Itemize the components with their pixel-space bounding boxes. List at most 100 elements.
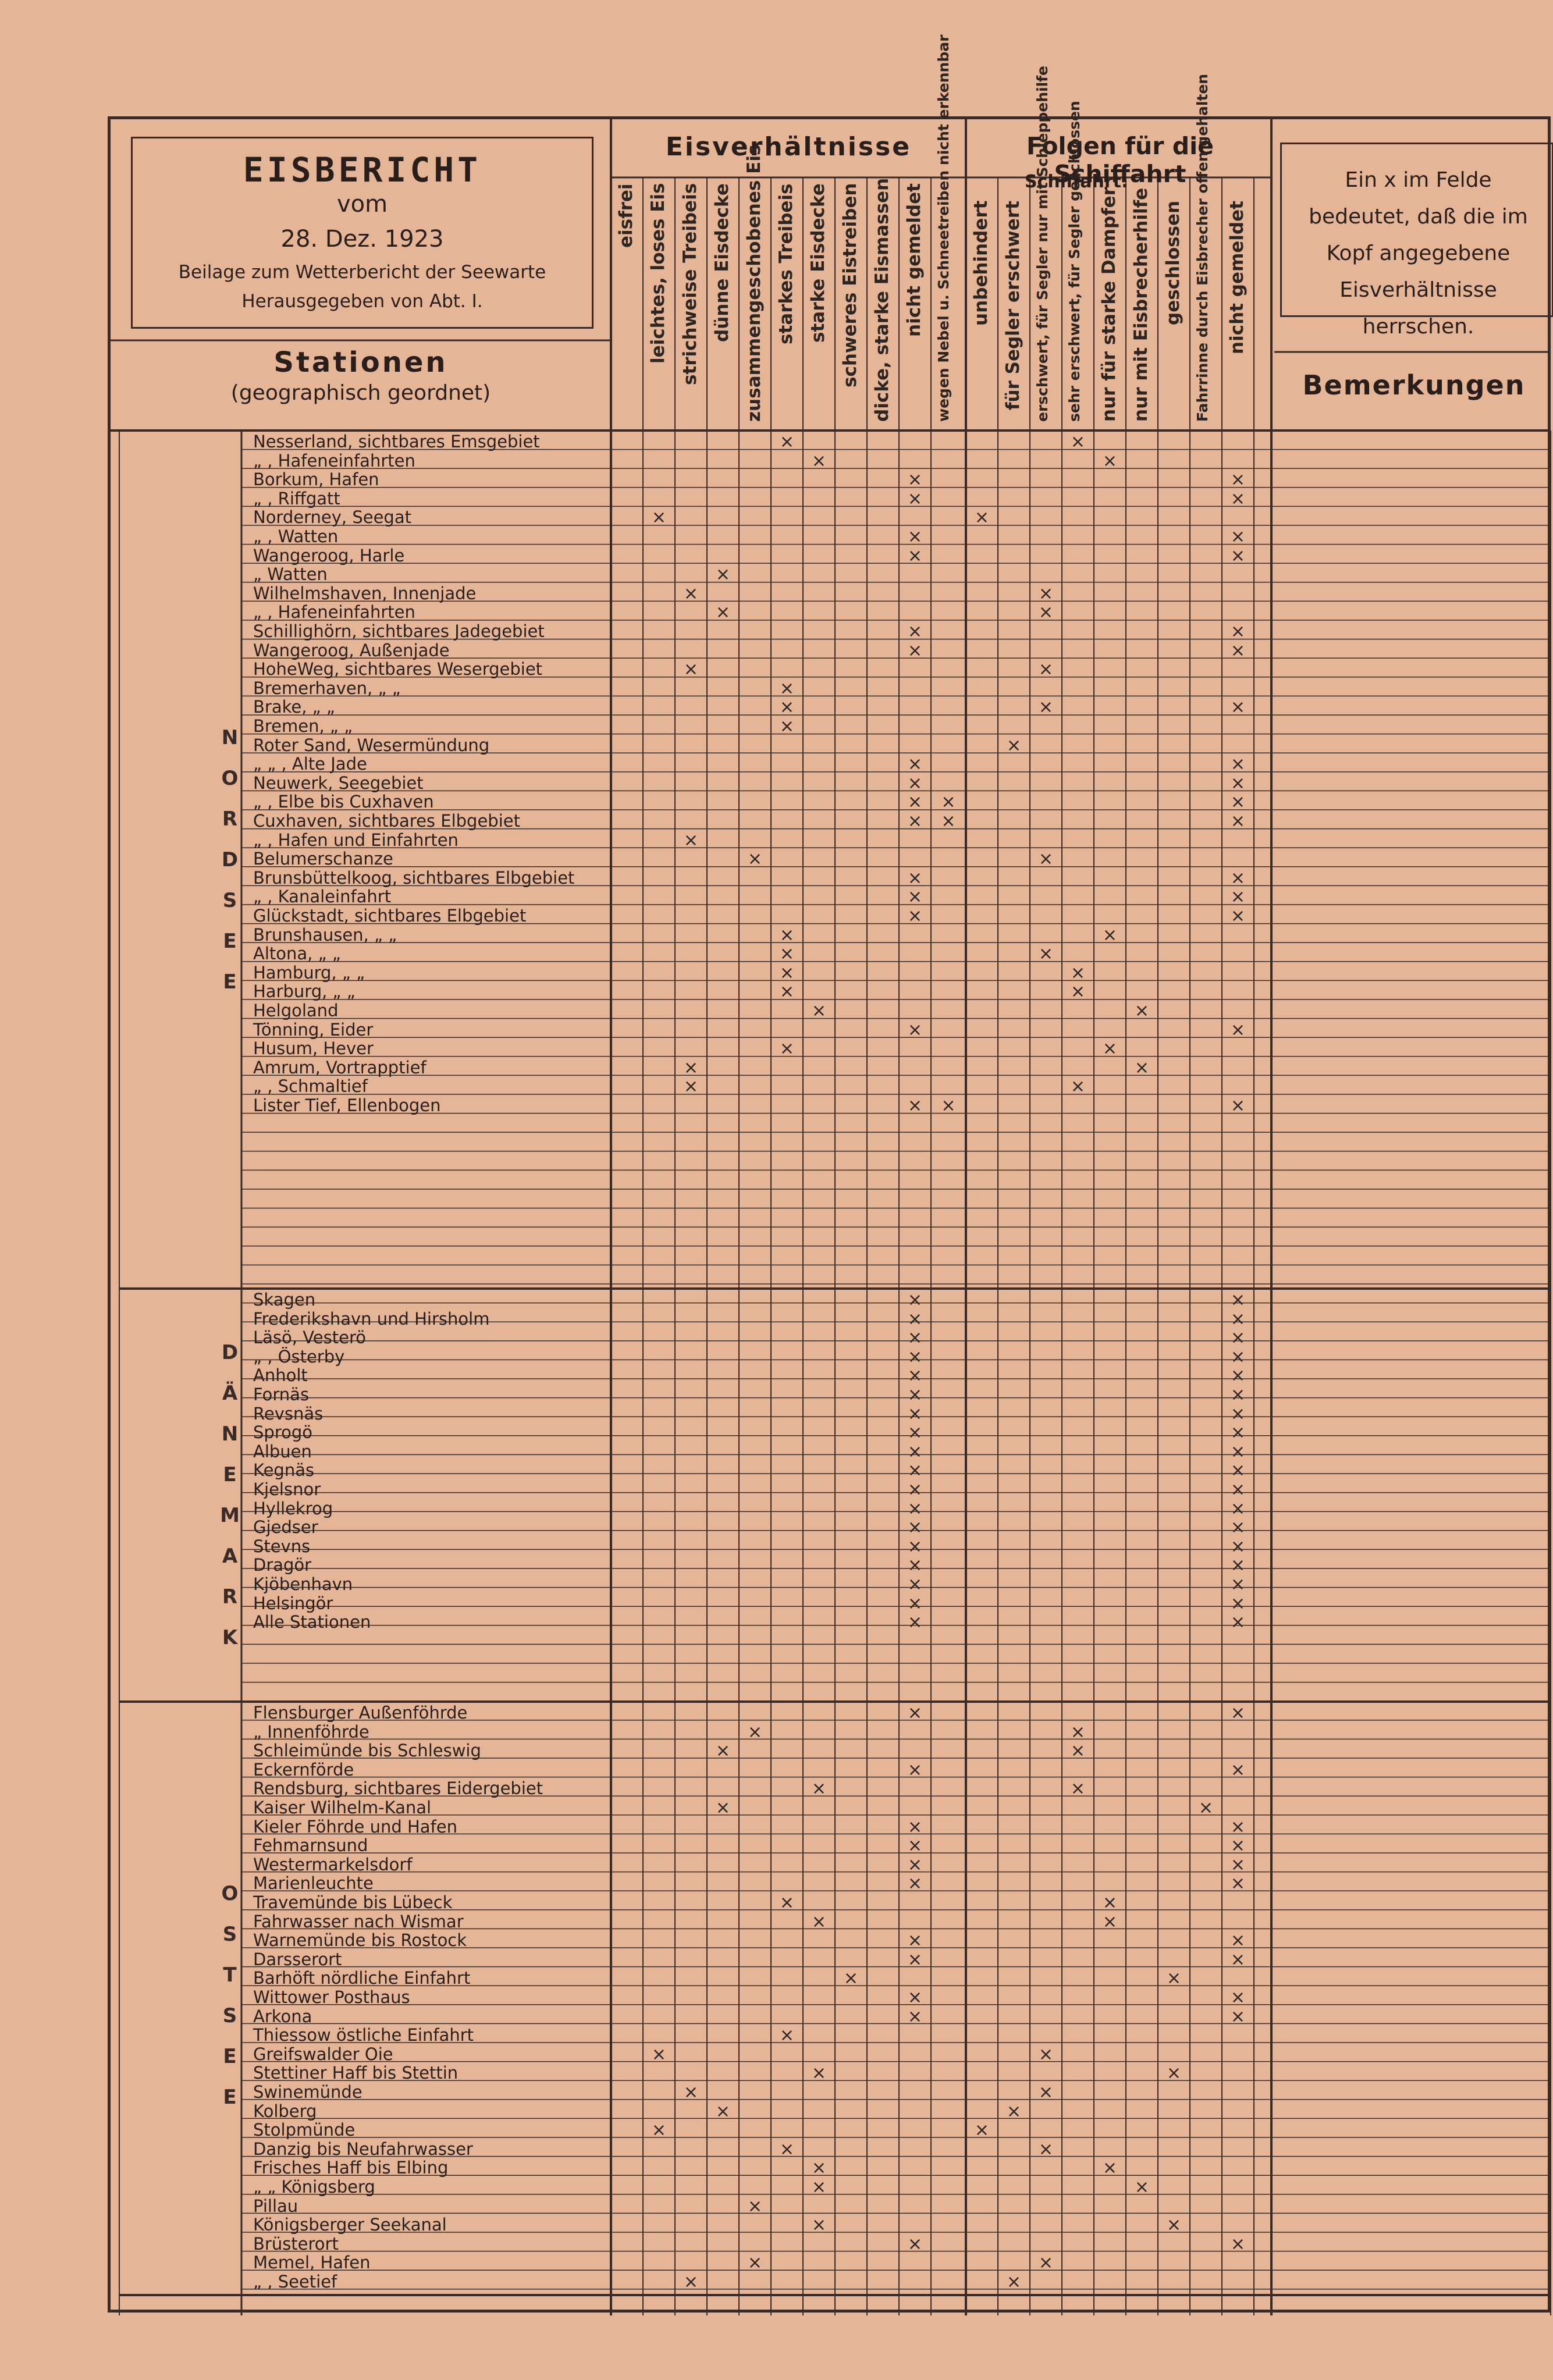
x-mark: ×	[1134, 1001, 1150, 1021]
station-name: Amrum, Vortrapptief	[253, 1057, 427, 1077]
station-name: Pillau	[253, 2196, 298, 2216]
station-name: Schillighörn, sichtbares Jadegebiet	[253, 621, 545, 641]
x-mark: ×	[1230, 2006, 1246, 2027]
x-mark: ×	[779, 924, 795, 945]
station-name: „ , Österby	[253, 1346, 345, 1367]
station-name: Borkum, Hafen	[253, 469, 379, 490]
x-mark: ×	[907, 1703, 923, 1723]
station-name: Kjöbenhavn	[253, 1574, 353, 1594]
station-name: Memel, Hafen	[253, 2253, 371, 2273]
x-mark: ×	[1230, 1536, 1246, 1557]
x-mark: ×	[1070, 1778, 1086, 1799]
x-mark: ×	[1230, 1365, 1246, 1386]
station-name: Brüsterort	[253, 2233, 339, 2254]
station-name: Stolpmünde	[253, 2120, 356, 2140]
x-mark: ×	[941, 792, 956, 813]
station-name: „ , Hafeneinfahrten	[253, 450, 415, 471]
x-mark: ×	[1070, 432, 1086, 452]
station-name: Hyllekrog	[253, 1498, 333, 1518]
x-mark: ×	[1102, 924, 1118, 945]
station-name: Rendsburg, sichtbares Eidergebiet	[253, 1778, 543, 1799]
x-mark: ×	[715, 1798, 731, 1818]
station-name: Altona, „ „	[253, 944, 341, 964]
station-name: „ , Hafeneinfahrten	[253, 602, 415, 622]
x-mark: ×	[1230, 1873, 1246, 1894]
station-name: Gjedser	[253, 1517, 318, 1538]
x-mark: ×	[907, 1574, 923, 1595]
x-mark: ×	[1038, 2082, 1054, 2102]
x-mark: ×	[683, 659, 699, 680]
column-header: strichweise Treibeis	[680, 183, 701, 386]
station-name: Anholt	[253, 1365, 308, 1386]
x-mark: ×	[747, 2196, 763, 2217]
x-mark: ×	[907, 1095, 923, 1116]
x-mark: ×	[1102, 1911, 1118, 1932]
x-mark: ×	[651, 2044, 667, 2065]
column-header: Fahrrinne durch Eisbrecher offen gehalte…	[1194, 73, 1211, 422]
column-header: nur für starke Dampfer	[1099, 187, 1120, 422]
x-mark: ×	[1230, 621, 1246, 642]
station-name: Brake, „ „	[253, 697, 335, 717]
x-mark: ×	[907, 1835, 923, 1856]
column-header: starke Eisdecke	[808, 183, 829, 343]
station-name: Dragör	[253, 1555, 312, 1575]
station-name: Wangeroog, Außenjade	[253, 640, 450, 660]
x-mark: ×	[907, 2006, 923, 2027]
station-name: Lister Tief, Ellenbogen	[253, 1095, 441, 1115]
column-header: nur mit Eisbrecherhilfe	[1131, 187, 1152, 422]
x-mark: ×	[779, 1038, 795, 1059]
x-mark: ×	[974, 507, 990, 528]
station-name: Danzig bis Neufahrwasser	[253, 2139, 473, 2159]
station-name: Flensburger Außenföhrde	[253, 1703, 468, 1723]
x-mark: ×	[1070, 1741, 1086, 1762]
column-header: eisfrei	[616, 183, 637, 248]
x-mark: ×	[907, 1422, 923, 1443]
x-mark: ×	[974, 2120, 990, 2141]
legend-box: Ein x im Felde bedeutet, daß die im Kopf…	[1280, 143, 1553, 339]
station-name: Bremerhaven, „ „	[253, 678, 401, 698]
x-mark: ×	[683, 2082, 699, 2102]
station-name: Alle Stationen	[253, 1612, 371, 1632]
x-mark: ×	[941, 1095, 956, 1116]
station-name: Kegnäs	[253, 1460, 315, 1481]
x-mark: ×	[715, 564, 731, 585]
x-mark: ×	[779, 944, 795, 965]
x-mark: ×	[779, 2025, 795, 2046]
station-name: Skagen	[253, 1290, 316, 1310]
x-mark: ×	[907, 1517, 923, 1538]
station-name: HoheWeg, sichtbares Wesergebiet	[253, 659, 543, 680]
x-mark: ×	[1230, 1555, 1246, 1576]
x-mark: ×	[907, 773, 923, 794]
x-mark: ×	[1166, 1968, 1182, 1989]
x-mark: ×	[1038, 849, 1054, 870]
x-mark: ×	[1230, 1385, 1246, 1405]
x-mark: ×	[1230, 1346, 1246, 1367]
x-mark: ×	[907, 1498, 923, 1519]
x-mark: ×	[907, 545, 923, 566]
x-mark: ×	[907, 1555, 923, 1576]
x-mark: ×	[683, 2272, 699, 2292]
station-name: Fehmarnsund	[253, 1835, 368, 1856]
x-mark: ×	[1230, 1498, 1246, 1519]
x-mark: ×	[1230, 867, 1246, 888]
x-mark: ×	[1230, 1949, 1246, 1970]
station-name: Frederikshavn und Hirsholm	[253, 1308, 490, 1329]
x-mark: ×	[907, 1479, 923, 1500]
x-mark: ×	[907, 1593, 923, 1614]
station-name: „ , Seetief	[253, 2272, 337, 2292]
x-mark: ×	[907, 1328, 923, 1349]
station-name: Warnemünde bis Rostock	[253, 1930, 467, 1951]
x-mark: ×	[1006, 2272, 1022, 2292]
station-name: Thiessow östliche Einfahrt	[253, 2025, 474, 2045]
x-mark: ×	[1230, 1987, 1246, 2008]
x-mark: ×	[1230, 1816, 1246, 1837]
x-mark: ×	[1230, 1441, 1246, 1462]
station-name: Revsnäs	[253, 1403, 324, 1424]
column-header: dicke, starke Eismassen	[872, 177, 893, 422]
column-header: sehr erschwert, für Segler geschlossen	[1066, 101, 1083, 422]
column-header: schweres Eistreiben	[840, 183, 861, 388]
station-name: Husum, Hever	[253, 1038, 374, 1059]
x-mark: ×	[1230, 1422, 1246, 1443]
publisher-line: Herausgegeben von Abt. I.	[241, 291, 483, 312]
